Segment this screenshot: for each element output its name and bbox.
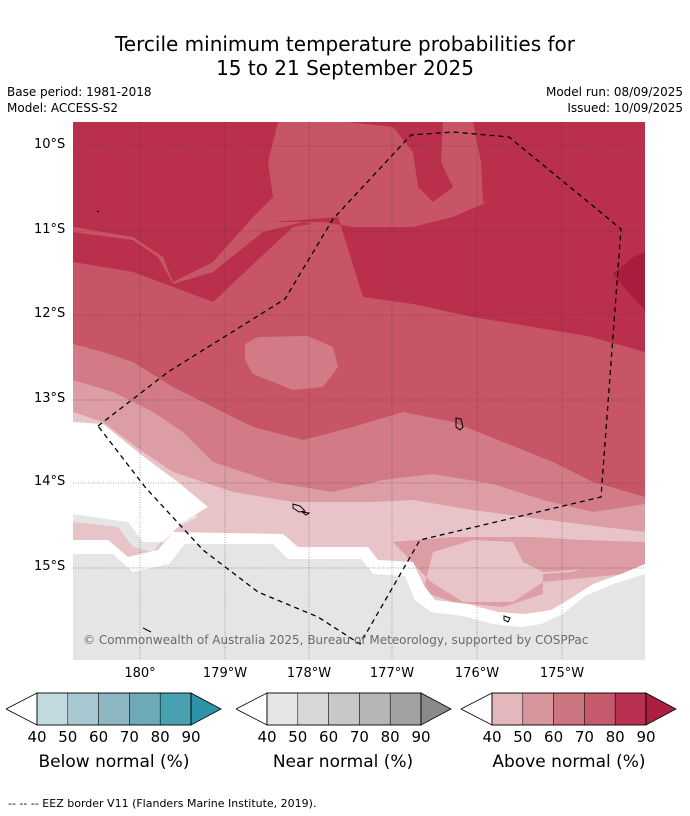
region-above-80-90-ne [348, 122, 645, 220]
lat-label-15s: 15°S [34, 559, 66, 574]
region-above-50-60-south [393, 537, 645, 607]
lat-label-13s: 13°S [34, 391, 66, 406]
map-frame [73, 122, 645, 660]
legend-tick-label: 50 [288, 728, 308, 746]
lon-label-179w: 179°W [202, 666, 248, 681]
graticule [73, 122, 645, 660]
island [96, 210, 100, 213]
eez-footnote: -- -- -- EEZ border V11 (Flanders Marine… [8, 797, 317, 810]
lon-label-176w: 176°W [454, 666, 500, 681]
legend-tick-label: 60 [544, 728, 564, 746]
legend-tick-label: 90 [181, 728, 201, 746]
legend-near-normal [236, 692, 452, 726]
lat-label-14s: 14°S [34, 474, 66, 489]
legend-tick-label: 50 [513, 728, 533, 746]
lat-label-12s: 12°S [34, 306, 66, 321]
legend-below-extend-low [6, 692, 38, 726]
lon-label-180: 180° [124, 666, 156, 681]
legend-color-cell [584, 692, 616, 726]
legend-tick-label: 90 [636, 728, 656, 746]
legend-tick-label: 40 [482, 728, 502, 746]
legend-tick-label: 40 [27, 728, 47, 746]
legend-near-title: Near normal (%) [272, 752, 414, 772]
map-title-line2: 15 to 21 September 2025 [216, 56, 474, 80]
legend-color-cell [36, 692, 69, 726]
model-run-text: Model run: 08/09/2025 [545, 85, 683, 99]
legend-color-cell [67, 692, 99, 726]
legend-below-title: Below normal (%) [38, 752, 190, 772]
base-period-text: Base period: 1981-2018 [7, 85, 152, 99]
region-above-60-70-blob [245, 336, 338, 390]
legend-near-extend-low [236, 692, 268, 726]
legend-color-cell [491, 692, 524, 726]
legend-color-cell [297, 692, 329, 726]
legend-color-cell [359, 692, 391, 726]
legend-tick-label: 60 [89, 728, 109, 746]
legend-tick-label: 70 [119, 728, 139, 746]
eez-border [97, 131, 622, 645]
legend-color-cell [553, 692, 585, 726]
legend-above-normal [461, 692, 677, 726]
lon-label-177w: 177°W [369, 666, 415, 681]
legend-tick-label: 90 [411, 728, 431, 746]
legend-below-normal [6, 692, 222, 726]
legend-above-title: Above normal (%) [492, 752, 646, 772]
legend-above-extend-high [645, 692, 677, 726]
map-title-line1: Tercile minimum temperature probabilitie… [114, 32, 576, 56]
island [503, 615, 511, 623]
legend-color-cell [522, 692, 554, 726]
legend-tick-label: 80 [150, 728, 170, 746]
issued-text: Issued: 10/09/2025 [567, 101, 683, 115]
legend-color-cell [129, 692, 161, 726]
legend-tick-label: 70 [349, 728, 369, 746]
legend-color-cell [159, 692, 192, 726]
legend-color-cell [328, 692, 360, 726]
region-near-40-50 [73, 437, 645, 660]
lat-label-11s: 11°S [34, 222, 66, 237]
legend-color-cell [389, 692, 422, 726]
region-above-80-90-top [73, 122, 278, 282]
legend-tick-label: 50 [58, 728, 78, 746]
legend-tick-label: 70 [574, 728, 594, 746]
island [292, 503, 307, 513]
white-left-block [73, 424, 103, 440]
legend-color-cell [614, 692, 647, 726]
model-text: Model: ACCESS-S2 [7, 101, 119, 115]
legend-below-extend-high [190, 692, 222, 726]
region-above-90 [613, 252, 645, 310]
legend-tick-label: 40 [257, 728, 277, 746]
legend-tick-label: 60 [319, 728, 339, 746]
probability-map [73, 122, 645, 660]
legend-color-cell [266, 692, 299, 726]
legend-tick-label: 80 [605, 728, 625, 746]
island [455, 417, 464, 431]
island [301, 511, 311, 516]
copyright-text: © Commonwealth of Australia 2025, Bureau… [83, 633, 589, 647]
lon-label-178w: 178°W [286, 666, 332, 681]
lon-label-175w: 175°W [539, 666, 585, 681]
legend-above-extend-low [461, 692, 493, 726]
island [142, 627, 152, 633]
legend-near-extend-high [420, 692, 452, 726]
lat-label-10s: 10°S [34, 137, 66, 152]
legend-color-cell [98, 692, 130, 726]
region-above-80-90-east [273, 204, 645, 352]
legend-tick-label: 80 [380, 728, 400, 746]
